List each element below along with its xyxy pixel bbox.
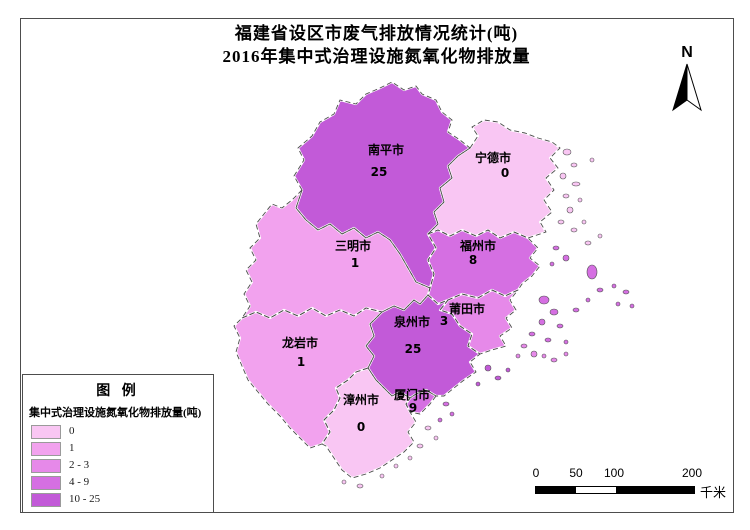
region-value-label: 0: [357, 420, 365, 434]
north-arrow-icon: [672, 63, 702, 112]
scale-tick-50: 50: [569, 466, 583, 480]
map-title: 福建省设区市废气排放情况统计(吨) 2016年集中式治理设施氮氧化物排放量: [20, 22, 733, 68]
legend-swatch: [31, 459, 61, 473]
north-arrow: N: [664, 44, 710, 116]
scale-bar-graphic: [535, 486, 695, 494]
title-line-2: 2016年集中式治理设施氮氧化物排放量: [222, 47, 531, 66]
region-value-label: 25: [371, 165, 388, 179]
legend-row: 1: [31, 441, 213, 458]
scale-bar: 0 50 100 200 千米: [520, 466, 730, 502]
region-value-label: 0: [501, 166, 509, 180]
legend-class-label: 1: [69, 442, 75, 454]
scale-tick-0: 0: [532, 466, 540, 480]
scale-tick-200: 200: [681, 466, 703, 480]
region-name-label: 莆田市: [449, 301, 485, 316]
legend-row: 10 - 25: [31, 492, 213, 509]
region-name-label: 泉州市: [394, 314, 430, 329]
region-value-label: 1: [351, 256, 359, 270]
region-name-label: 厦门市: [394, 387, 430, 402]
region-name-label: 三明市: [335, 238, 371, 253]
legend-class-label: 10 - 25: [69, 493, 101, 505]
region-name-label: 漳州市: [343, 392, 379, 407]
region-value-label: 9: [409, 401, 417, 415]
legend-swatch: [31, 493, 61, 507]
region-name-label: 福州市: [459, 238, 496, 253]
region-value-label: 3: [440, 314, 448, 328]
legend-subtitle: 集中式治理设施氮氧化物排放量(吨): [29, 407, 202, 419]
region-fills: [232, 80, 562, 480]
legend-rows: 0 1 2 - 3 4 - 9 10 - 25: [23, 424, 213, 509]
legend-row: 2 - 3: [31, 458, 213, 475]
legend-class-label: 2 - 3: [69, 459, 90, 471]
scale-unit: 千米: [700, 485, 727, 500]
title-line-1: 福建省设区市废气排放情况统计(吨): [234, 24, 519, 43]
legend-row: 0: [31, 424, 213, 441]
scale-tick-100: 100: [603, 466, 625, 480]
region-name-label: 南平市: [368, 142, 404, 157]
legend: 图 例 集中式治理设施氮氧化物排放量(吨) 0 1 2 - 3 4 - 9 10 - 2…: [22, 374, 214, 513]
legend-title: 图 例: [96, 384, 140, 399]
legend-row: 4 - 9: [31, 475, 213, 492]
region-name-label: 龙岩市: [282, 335, 318, 350]
region-name-label: 宁德市: [475, 150, 511, 165]
coastal-islands: [341, 148, 635, 489]
legend-class-label: 0: [69, 425, 75, 437]
north-arrow-label: N: [681, 44, 693, 61]
legend-swatch: [31, 425, 61, 439]
legend-swatch: [31, 476, 61, 490]
legend-class-label: 4 - 9: [69, 476, 90, 488]
region-value-label: 8: [469, 253, 477, 267]
region-value-label: 25: [405, 342, 422, 356]
region-value-label: 1: [297, 355, 305, 369]
legend-swatch: [31, 442, 61, 456]
scale-bar-white-segment: [576, 487, 616, 493]
